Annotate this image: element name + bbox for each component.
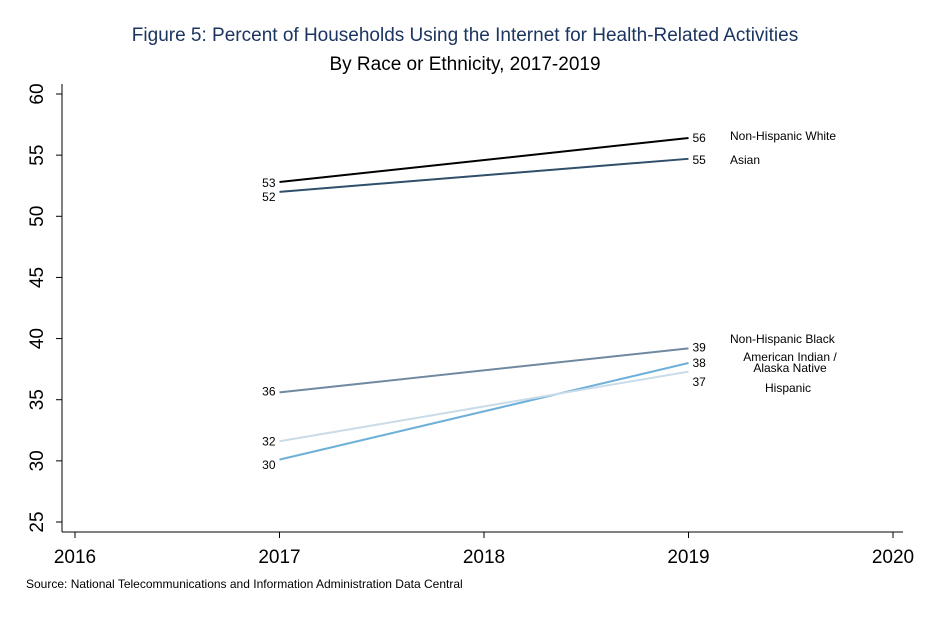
x-tick-label: 2018 [463,547,505,568]
data-label: 56 [693,131,707,145]
y-tick-label: 25 [27,511,48,532]
series-line [279,347,689,394]
data-label: 38 [693,356,707,370]
y-tick-label: 55 [27,145,48,166]
series-line [279,157,689,193]
y-tick-label: 45 [27,267,48,288]
chart-title: Figure 5: Percent of Households Using th… [132,25,798,46]
data-label: 37 [693,375,707,389]
y-tick-label: 30 [27,450,48,471]
y-tick-label: 50 [27,206,48,227]
x-tick-label: 2019 [667,547,709,568]
data-label: 30 [262,458,276,472]
series-line [279,362,689,461]
y-tick-label: 40 [27,328,48,349]
x-tick-label: 2017 [258,547,300,568]
data-label: 36 [262,385,276,399]
x-tick-label: 2020 [872,547,914,568]
source-note: Source: National Telecommunications and … [26,577,463,591]
y-tick-label: 35 [27,389,48,410]
x-tick-label: 2016 [54,547,96,568]
series-name: Hispanic [765,381,812,395]
data-label: 55 [693,153,707,167]
data-label: 53 [262,176,276,190]
series-line [279,137,689,184]
data-label: 52 [262,190,276,204]
series-name: Non-Hispanic Black [730,332,835,346]
data-label: 32 [262,434,276,448]
series-line [279,370,689,443]
series-name: American Indian / Alaska Native [743,350,837,375]
series-name: Asian [730,153,761,167]
y-tick-label: 60 [27,83,48,104]
data-label: 39 [693,341,707,355]
series-name: Non-Hispanic White [730,129,837,143]
chart-subtitle: By Race or Ethnicity, 2017-2019 [329,54,600,75]
